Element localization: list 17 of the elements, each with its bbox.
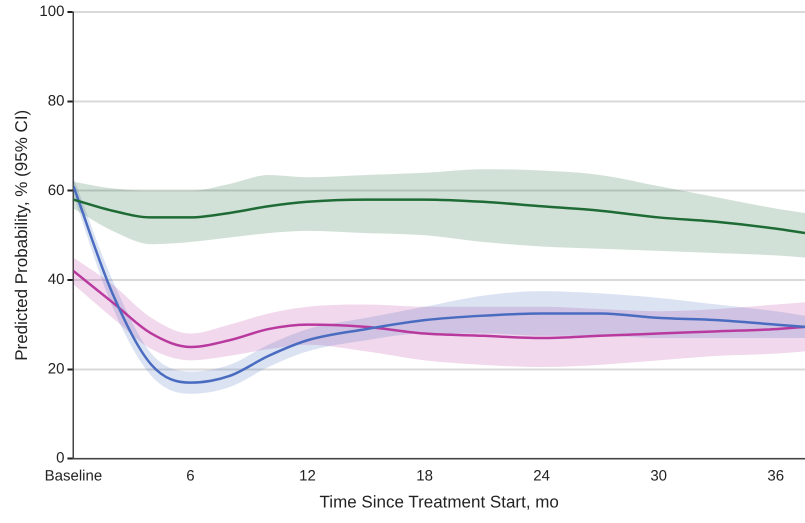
x-tick-label: 30 (650, 468, 668, 485)
y-tick-label: 100 (39, 3, 64, 20)
x-tick-label: Baseline (44, 468, 102, 485)
line-series (73, 270, 805, 348)
y-tick-label: 80 (48, 92, 64, 110)
y-tick-label: 20 (48, 360, 64, 378)
x-tick-label: 18 (416, 468, 433, 485)
x-tick-label: 24 (533, 468, 550, 485)
y-tick-label: 0 (56, 450, 64, 467)
y-axis-title: Predicted Probability, % (95% CI) (12, 110, 31, 361)
y-tick-label: 60 (48, 182, 64, 199)
y-tick-label: 40 (48, 271, 64, 288)
line-series (73, 198, 805, 234)
x-tick-label: 6 (186, 468, 195, 485)
x-tick-label: 36 (767, 468, 784, 485)
x-axis-title: Time Since Treatment Start, mo (320, 492, 559, 512)
x-tick-label: 12 (299, 468, 316, 485)
